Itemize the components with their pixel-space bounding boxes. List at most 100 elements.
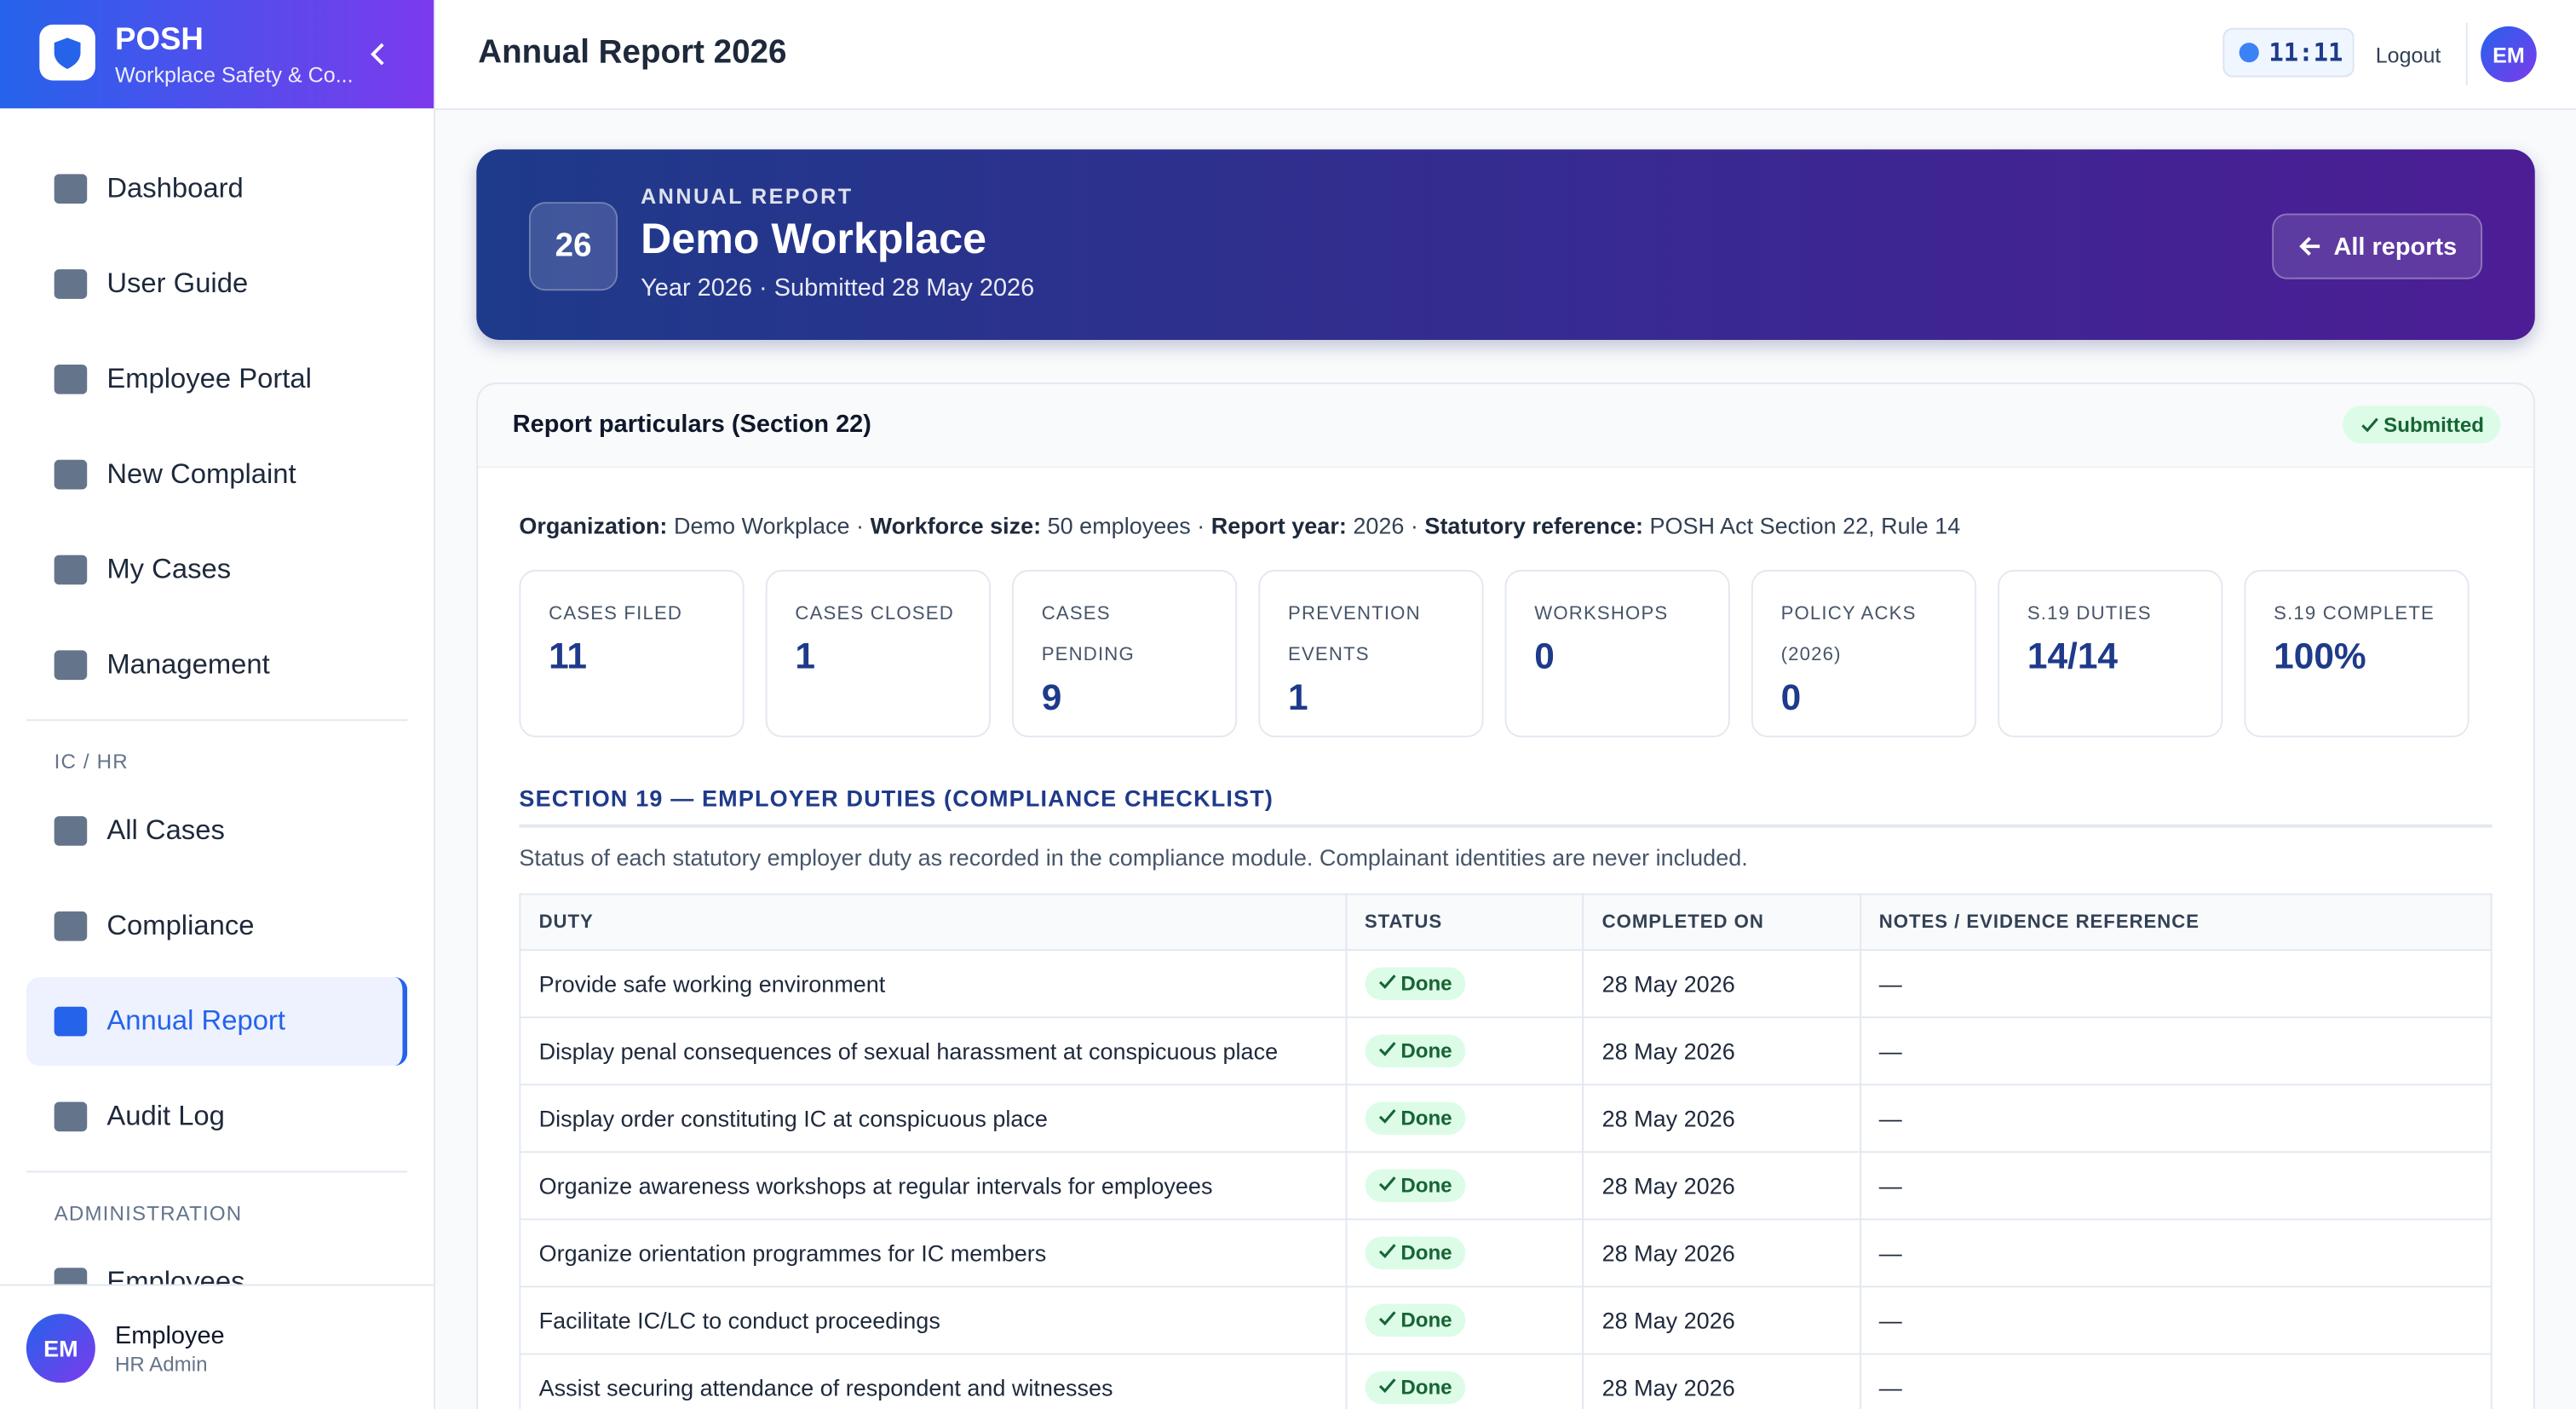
report-card: Report particulars (Section 22) Submitte… xyxy=(476,382,2535,1409)
row: Organize awareness workshops at regular … xyxy=(519,1151,2493,1221)
row: Facilitate IC/LC to conduct proceedings D… xyxy=(519,1285,2493,1355)
detail-value: Demo Workplace xyxy=(673,512,850,539)
nav-label: Dashboard xyxy=(106,172,244,204)
cell: 28 May 2026 xyxy=(1582,1353,1861,1409)
cell: — xyxy=(1859,1151,2493,1221)
nav-item[interactable]: Management xyxy=(26,621,407,710)
cell: 28 May 2026 xyxy=(1582,1151,1861,1221)
banner-subtitle: Year 2026 · Submitted 28 May 2026 xyxy=(641,273,1035,302)
cell: Provide safe working environment xyxy=(519,949,1347,1019)
nav-icon xyxy=(54,364,88,394)
cell: Done xyxy=(1344,1353,1584,1409)
nav-icon xyxy=(54,269,88,299)
nav-item[interactable]: Employee Portal xyxy=(26,335,407,423)
stat-value: 1 xyxy=(795,635,816,677)
stat-value: 0 xyxy=(1780,676,1802,718)
avatar: EM xyxy=(26,1314,95,1383)
user-role: HR Admin xyxy=(114,1353,208,1377)
logo xyxy=(39,24,95,81)
all-reports-button[interactable]: All reports xyxy=(2272,213,2483,279)
cell: — xyxy=(1859,1084,2493,1153)
details: Organization: Demo Workplace · Workforce… xyxy=(519,512,1960,538)
collapse-button[interactable] xyxy=(368,39,388,69)
cell: Done xyxy=(1344,1016,1584,1086)
detail-label: Report year: xyxy=(1210,512,1347,539)
row: Assist securing attendance of respondent… xyxy=(519,1353,2493,1409)
stats: CASES FILED 11 CASES CLOSED 1 CASES PENDING 9… xyxy=(519,569,2470,738)
group-label: ADMINISTRATION xyxy=(54,1202,243,1226)
cell: Assist securing attendance of respondent… xyxy=(519,1353,1347,1409)
stat-card: CASES CLOSED 1 xyxy=(765,569,991,738)
nav-label: Employee Portal xyxy=(106,363,312,394)
detail-label: Workforce size: xyxy=(870,512,1042,539)
detail-label: Organization: xyxy=(519,512,668,539)
brand-title: POSH xyxy=(114,22,204,58)
nav-label: All Cases xyxy=(106,814,225,846)
cell: Done xyxy=(1344,949,1584,1019)
nav-item[interactable]: New Complaint xyxy=(26,430,407,519)
cell: Done xyxy=(1344,1151,1584,1221)
nav-item[interactable]: Audit Log xyxy=(26,1073,407,1161)
status-text: Done xyxy=(1400,1376,1452,1400)
cell: — xyxy=(1859,1218,2493,1288)
stat-label: CASES CLOSED xyxy=(795,604,954,624)
status-text: Done xyxy=(1400,1039,1452,1063)
nav-icon xyxy=(54,1006,88,1037)
brand: POSH Workplace Safety & Co... xyxy=(0,0,434,109)
cell: Display penal consequences of sexual har… xyxy=(519,1016,1347,1086)
banner: 26 ANNUAL REPORT Demo Workplace Year 202… xyxy=(476,149,2535,341)
row: Organize orientation programmes for IC m… xyxy=(519,1218,2493,1288)
kicker: ANNUAL REPORT xyxy=(641,183,854,209)
column-header: NOTES / EVIDENCE REFERENCE xyxy=(1859,893,2493,952)
nav-label: Compliance xyxy=(106,909,255,941)
separator xyxy=(26,719,408,722)
stat-card: PREVENTION EVENTS 1 xyxy=(1258,569,1484,738)
button-label: All reports xyxy=(2333,232,2458,261)
nav-item[interactable]: Dashboard xyxy=(26,145,407,233)
stat-value: 11 xyxy=(549,635,588,677)
nav-icon xyxy=(54,459,88,490)
status-badge: Done xyxy=(1364,1303,1466,1337)
status-text: Done xyxy=(1400,1308,1452,1332)
brand-subtitle: Workplace Safety & Co... xyxy=(114,62,354,88)
detail-label: Statutory reference: xyxy=(1424,512,1644,539)
nav-icon xyxy=(54,650,88,681)
nav-icon xyxy=(54,816,88,846)
cell: Done xyxy=(1344,1084,1584,1153)
nav-label: Employees xyxy=(106,1266,245,1285)
section-description: Status of each statutory employer duty a… xyxy=(519,843,1748,871)
stat-value: 1 xyxy=(1287,676,1308,718)
stat-card: S.19 COMPLETE 100% xyxy=(2244,569,2470,738)
cell: 28 May 2026 xyxy=(1582,1084,1861,1153)
nav-label: Management xyxy=(106,648,270,681)
nav-item[interactable]: My Cases xyxy=(26,526,407,614)
cell: — xyxy=(1859,1285,2493,1355)
nav-item[interactable]: Employees xyxy=(26,1239,407,1285)
checklist-table: DUTY STATUS COMPLETED ON NOTES / EVIDENCE R… xyxy=(519,893,2493,1409)
header-avatar[interactable]: EM xyxy=(2481,26,2537,83)
nav-item[interactable]: Annual Report xyxy=(26,977,408,1067)
logout[interactable]: Logout xyxy=(2375,43,2441,68)
status-text: Done xyxy=(1400,1174,1452,1198)
session-timer: 11:11 xyxy=(2222,27,2355,78)
nav-item[interactable]: User Guide xyxy=(26,239,407,328)
row: Display penal consequences of sexual har… xyxy=(519,1016,2493,1086)
status-badge: Done xyxy=(1364,1371,1466,1405)
detail-value: 2026 xyxy=(1353,512,1405,539)
cell: Organize awareness workshops at regular … xyxy=(519,1151,1347,1221)
nav-item[interactable]: Compliance xyxy=(26,882,407,970)
stat-label: CASES PENDING xyxy=(1041,604,1135,665)
cell: Facilitate IC/LC to conduct proceedings xyxy=(519,1285,1347,1355)
nav-icon xyxy=(54,174,88,204)
stat-label: WORKSHOPS xyxy=(1534,604,1669,624)
stat-value: 100% xyxy=(2274,635,2366,677)
cell: 28 May 2026 xyxy=(1582,949,1861,1019)
cell: 28 May 2026 xyxy=(1582,1285,1861,1355)
topbar: Annual Report 2026 11:11 Logout EM xyxy=(435,0,2576,111)
nav-icon xyxy=(54,555,88,585)
status-badge: Done xyxy=(1364,1101,1466,1136)
row: Display order constituting IC at conspic… xyxy=(519,1084,2493,1153)
nav-item[interactable]: All Cases xyxy=(26,786,407,875)
